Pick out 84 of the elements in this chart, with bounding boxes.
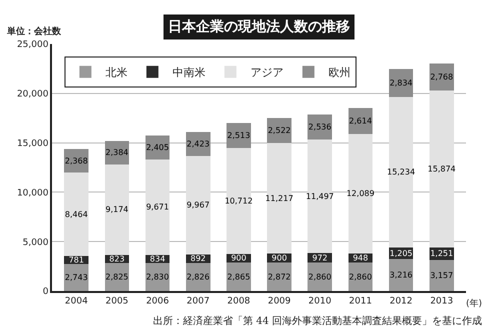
y-tick-label: 25,000: [16, 40, 49, 50]
legend-label: 北米: [105, 66, 128, 80]
x-tick-label: 2012: [390, 296, 413, 307]
bar: [145, 159, 170, 255]
data-label: 2,826: [186, 272, 210, 282]
y-tick-label: 5,000: [22, 238, 49, 248]
data-label: 10,712: [224, 196, 253, 206]
data-label: 892: [190, 254, 206, 264]
text: 出所：経済産業省「第 44 回海外事業活動基本調査結果概要」を基に作成: [153, 315, 482, 327]
data-label: 2,368: [64, 156, 88, 166]
bar: [226, 262, 251, 291]
bar: [388, 96, 414, 248]
data-label: 2,405: [146, 142, 169, 152]
data-label: 2,768: [430, 72, 454, 82]
x-tick-label: 2009: [268, 296, 292, 307]
bar: [429, 260, 454, 291]
data-label: 2,860: [308, 272, 332, 282]
data-label: 834: [150, 254, 166, 264]
data-label: 900: [231, 254, 246, 263]
data-label: 3,157: [430, 270, 454, 280]
data-label: 2,825: [105, 272, 128, 282]
bar: [388, 259, 414, 291]
data-label: 9,967: [186, 200, 210, 210]
data-label: 948: [352, 254, 368, 263]
bar: [429, 90, 454, 248]
data-label: 1,251: [430, 249, 454, 258]
data-label: 2,423: [186, 139, 210, 148]
x-tick-label: 2005: [105, 296, 128, 307]
data-label: 2,834: [390, 78, 413, 88]
x-tick-label: 2007: [186, 296, 210, 307]
data-label: 2,743: [64, 272, 88, 282]
bar: [267, 118, 292, 143]
bar: [64, 172, 89, 256]
legend-label: 欧州: [328, 66, 350, 80]
bar: [308, 140, 332, 254]
data-label: 11,217: [265, 194, 294, 203]
bar: [226, 123, 251, 148]
data-label: 2,536: [308, 122, 332, 132]
y-tick-label: 0: [42, 287, 49, 298]
data-label: 15,234: [387, 168, 416, 177]
data-label: 11,497: [306, 192, 334, 201]
data-label: 2,865: [227, 272, 250, 282]
x-tick-label: 2013: [430, 296, 454, 307]
y-tick-label: 15,000: [16, 138, 49, 149]
data-label: 15,874: [428, 164, 456, 174]
x-tick-label: 2008: [227, 296, 250, 307]
x-axis-title: (年): [466, 298, 482, 309]
data-label: 2,522: [268, 126, 291, 135]
data-label: 2,513: [227, 131, 250, 140]
legend-label: 中南米: [172, 66, 206, 80]
bar: [226, 148, 251, 254]
bar: [267, 142, 292, 254]
data-label: 972: [312, 253, 328, 262]
y-tick-label: 20,000: [16, 90, 49, 100]
data-label: 9,174: [105, 205, 128, 214]
bar: [186, 132, 210, 156]
y-axis-title: 単位：会社数: [6, 26, 62, 37]
data-label: 9,671: [146, 202, 169, 212]
legend-label: アジア: [250, 66, 284, 80]
data-label: 2,614: [349, 116, 372, 126]
x-tick-label: 2011: [349, 296, 372, 307]
data-label: 2,872: [268, 272, 291, 282]
bar: [186, 156, 210, 254]
data-label: 3,216: [390, 270, 413, 280]
data-label: 1,205: [390, 248, 413, 258]
chart-title: 日本企業の現地法人数の推移: [168, 19, 350, 35]
bar: [348, 134, 373, 254]
x-tick-label: 2004: [64, 296, 88, 307]
data-label: 900: [272, 254, 287, 263]
bar: [186, 263, 210, 291]
data-label: 8,464: [64, 210, 88, 219]
x-tick-label: 2006: [146, 296, 170, 307]
data-label: 2,830: [146, 272, 169, 282]
bar: [267, 262, 292, 291]
data-label: 2,384: [105, 148, 128, 158]
y-tick-label: 10,000: [16, 188, 49, 198]
bar: [64, 264, 89, 291]
data-label: 781: [68, 256, 84, 265]
x-tick-label: 2010: [308, 296, 332, 307]
bar: [308, 262, 332, 291]
bar: [104, 164, 130, 255]
data-label: 12,089: [346, 189, 374, 198]
data-label: 823: [109, 254, 125, 264]
data-label: 2,860: [349, 272, 372, 282]
